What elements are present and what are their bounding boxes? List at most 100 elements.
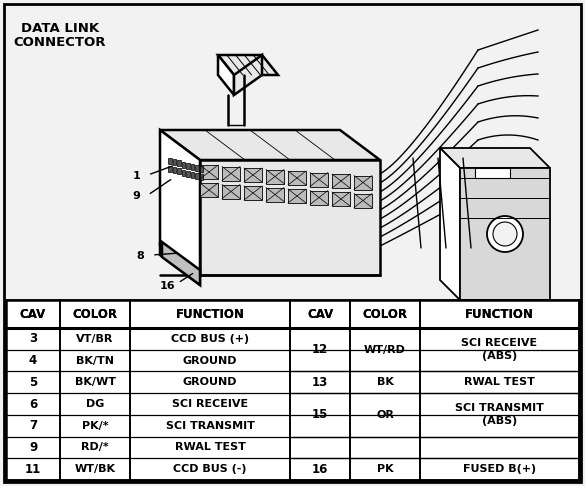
Bar (191, 164, 194, 170)
Text: 16: 16 (159, 281, 175, 291)
Text: COLOR: COLOR (73, 308, 118, 320)
Circle shape (493, 222, 517, 246)
Text: CAV: CAV (20, 308, 46, 320)
Bar (168, 158, 171, 164)
Bar (6, 300, 579, 480)
Bar (266, 170, 284, 184)
Text: RWAL TEST: RWAL TEST (464, 377, 535, 387)
Bar (310, 191, 328, 205)
Text: PK/*: PK/* (82, 421, 108, 431)
Bar (199, 166, 203, 173)
Text: PK: PK (377, 464, 393, 474)
Text: FUNCTION: FUNCTION (465, 308, 534, 320)
Bar (288, 171, 306, 185)
Bar (354, 175, 372, 190)
Bar (177, 169, 181, 174)
Text: CAV: CAV (307, 308, 333, 320)
Text: 13: 13 (312, 376, 328, 389)
Bar (177, 160, 181, 166)
Text: 5: 5 (29, 376, 37, 389)
Text: GROUND: GROUND (183, 377, 238, 387)
Text: FUNCTION: FUNCTION (176, 308, 245, 320)
Polygon shape (460, 168, 550, 300)
Bar (6, 328, 579, 480)
Text: 8: 8 (136, 251, 144, 261)
Polygon shape (160, 130, 380, 160)
Bar (354, 193, 372, 208)
Text: 11: 11 (25, 463, 41, 476)
Text: SCI RECEIVE: SCI RECEIVE (172, 399, 248, 409)
Text: WT/BK: WT/BK (74, 464, 115, 474)
Circle shape (487, 216, 523, 252)
Polygon shape (475, 168, 510, 178)
Text: COLOR: COLOR (363, 308, 408, 320)
Text: COLOR: COLOR (363, 308, 408, 320)
Bar (6, 300, 579, 328)
Bar (332, 192, 350, 206)
Text: CCD BUS (+): CCD BUS (+) (171, 334, 249, 344)
Polygon shape (218, 55, 278, 75)
Bar (186, 171, 190, 177)
Polygon shape (440, 148, 550, 168)
Text: 12: 12 (312, 343, 328, 356)
Text: FUSED B(+): FUSED B(+) (463, 464, 536, 474)
Bar (290, 328, 579, 480)
Text: 3: 3 (29, 332, 37, 346)
Text: WT/RD: WT/RD (364, 345, 406, 355)
Polygon shape (162, 242, 200, 285)
Bar (195, 173, 198, 179)
Bar (186, 163, 190, 169)
Text: DATA LINK: DATA LINK (21, 22, 99, 35)
Bar (195, 165, 198, 171)
Text: BK/WT: BK/WT (74, 377, 115, 387)
Polygon shape (234, 55, 262, 95)
Text: RD/*: RD/* (81, 442, 109, 452)
Text: GROUND: GROUND (183, 356, 238, 365)
Polygon shape (160, 130, 200, 275)
Polygon shape (160, 245, 200, 285)
Text: RWAL TEST: RWAL TEST (174, 442, 246, 452)
Text: SCI TRANSMIT
(ABS): SCI TRANSMIT (ABS) (455, 403, 544, 426)
Polygon shape (218, 55, 234, 95)
Bar (332, 174, 350, 188)
Bar (181, 170, 185, 175)
Text: 4: 4 (29, 354, 37, 367)
Bar (168, 166, 171, 172)
Text: SCI RECEIVE
(ABS): SCI RECEIVE (ABS) (462, 338, 538, 361)
Text: 16: 16 (312, 463, 328, 476)
Bar (288, 189, 306, 203)
Bar (310, 173, 328, 187)
Bar (222, 185, 240, 198)
Text: OR: OR (376, 410, 394, 420)
Polygon shape (440, 148, 460, 300)
Polygon shape (200, 160, 380, 275)
Text: 9: 9 (132, 191, 140, 201)
Text: FUNCTION: FUNCTION (176, 308, 245, 320)
Text: FUNCTION: FUNCTION (465, 308, 534, 320)
Text: COLOR: COLOR (73, 308, 118, 320)
Bar (244, 168, 262, 182)
Bar (266, 188, 284, 202)
Text: VT/BR: VT/BR (76, 334, 113, 344)
Text: 1: 1 (132, 171, 140, 181)
Bar (191, 172, 194, 178)
Text: DG: DG (86, 399, 104, 409)
Text: BK: BK (377, 377, 394, 387)
Bar (200, 183, 218, 197)
Text: CONNECTOR: CONNECTOR (14, 36, 106, 49)
Text: 6: 6 (29, 398, 37, 411)
Bar (199, 174, 203, 180)
Bar (173, 159, 176, 165)
Text: CAV: CAV (307, 308, 333, 320)
Text: 7: 7 (29, 419, 37, 432)
Text: SCI TRANSMIT: SCI TRANSMIT (166, 421, 254, 431)
Text: CAV: CAV (20, 308, 46, 320)
Bar (200, 165, 218, 179)
Bar (222, 167, 240, 180)
Bar (173, 167, 176, 173)
Text: CCD BUS (-): CCD BUS (-) (173, 464, 247, 474)
Text: 15: 15 (312, 408, 328, 421)
Text: BK/TN: BK/TN (76, 356, 114, 365)
Bar (244, 186, 262, 200)
Bar (181, 162, 185, 168)
